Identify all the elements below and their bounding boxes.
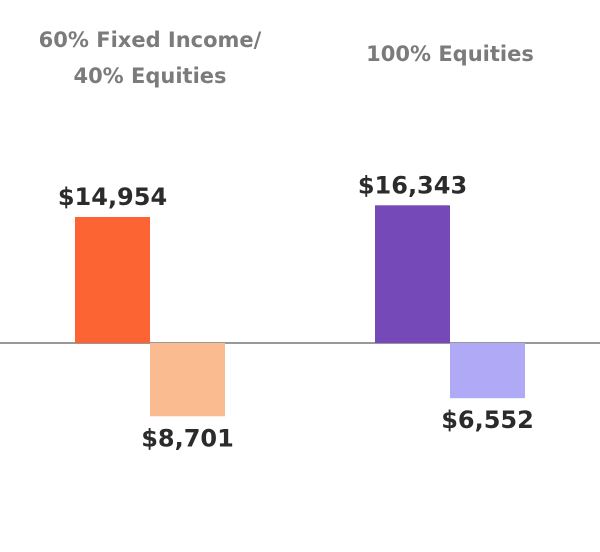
bar-group-2-loss <box>450 343 525 399</box>
value-label-group-1-gain: $14,954 <box>58 183 167 211</box>
bar-group-1-gain <box>75 217 150 343</box>
bar-group-1-loss <box>150 343 225 417</box>
group-1-title-line-2: 40% Equities <box>73 64 226 88</box>
value-label-group-1-loss: $8,701 <box>141 424 234 452</box>
group-2-title: 100% Equities <box>366 42 534 66</box>
bar-group-2-gain <box>375 205 450 343</box>
group-1-title-line-1: 60% Fixed Income/ <box>39 28 262 52</box>
value-label-group-2-loss: $6,552 <box>441 406 534 434</box>
value-label-group-2-gain: $16,343 <box>358 171 467 199</box>
